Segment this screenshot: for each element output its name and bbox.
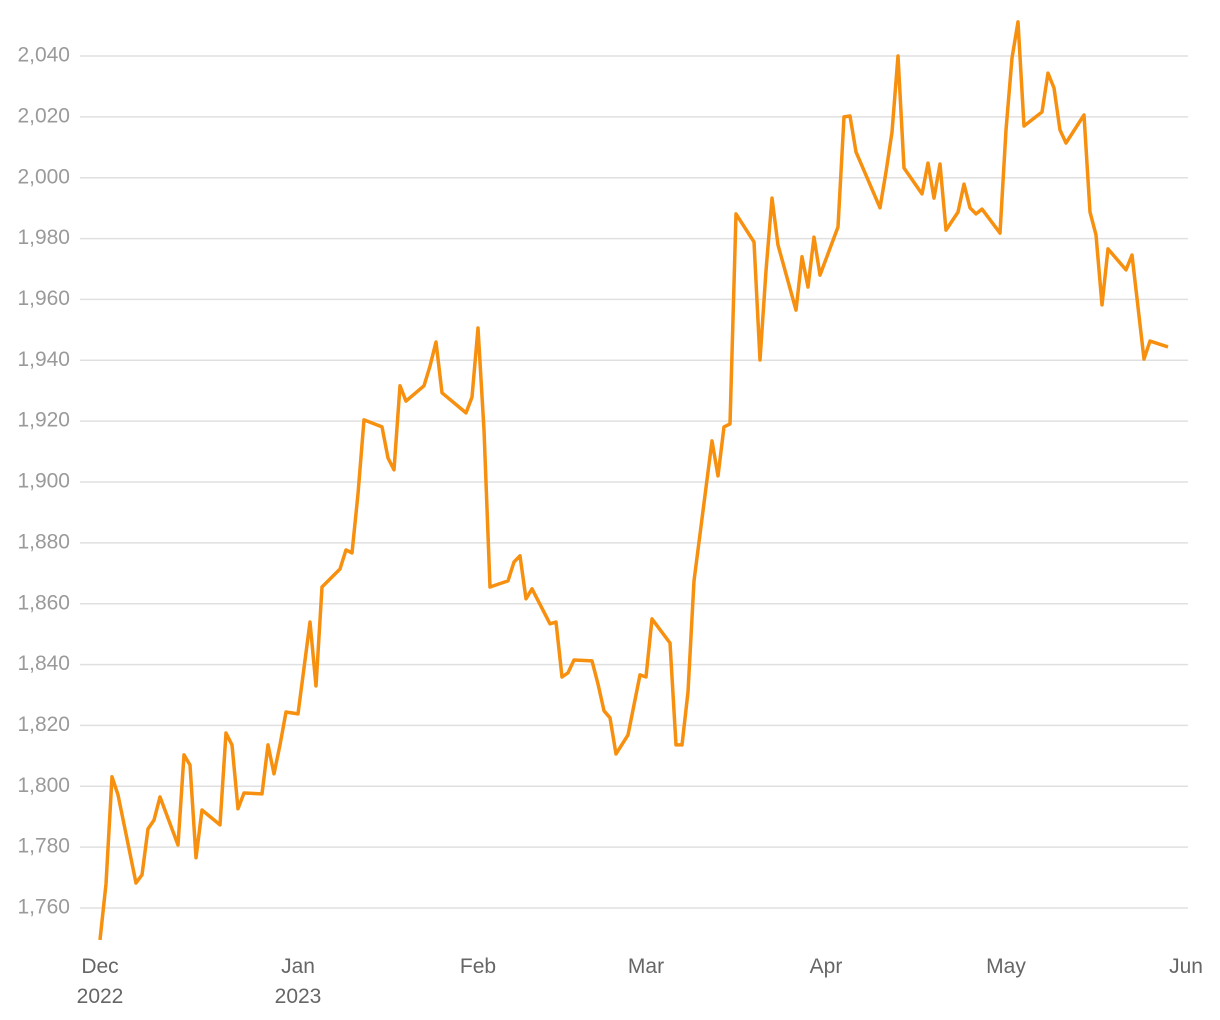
y-tick-label: 1,900 [17, 470, 70, 493]
y-tick-label: 1,780 [17, 835, 70, 858]
x-tick-label: Feb [460, 955, 496, 978]
x-tick-label: Jan 2023 [275, 955, 322, 1008]
y-tick-label: 1,800 [17, 774, 70, 797]
y-tick-label: 1,820 [17, 713, 70, 736]
y-tick-label: 1,920 [17, 409, 70, 432]
y-tick-label: 2,000 [17, 165, 70, 188]
y-tick-label: 2,040 [17, 44, 70, 67]
y-tick-label: 1,840 [17, 652, 70, 675]
x-tick-label: Mar [628, 955, 664, 978]
y-tick-label: 2,020 [17, 104, 70, 127]
y-tick-label: 1,960 [17, 287, 70, 310]
y-tick-label: 1,980 [17, 226, 70, 249]
x-tick-label: May [986, 955, 1026, 978]
y-tick-label: 1,940 [17, 348, 70, 371]
y-tick-label: 1,880 [17, 530, 70, 553]
x-tick-label: Dec 2022 [77, 955, 124, 1008]
y-tick-label: 1,760 [17, 896, 70, 919]
x-tick-label: Jun [1169, 955, 1203, 978]
x-tick-label: Apr [810, 955, 843, 978]
y-tick-label: 1,860 [17, 591, 70, 614]
price-line [98, 20, 1169, 941]
